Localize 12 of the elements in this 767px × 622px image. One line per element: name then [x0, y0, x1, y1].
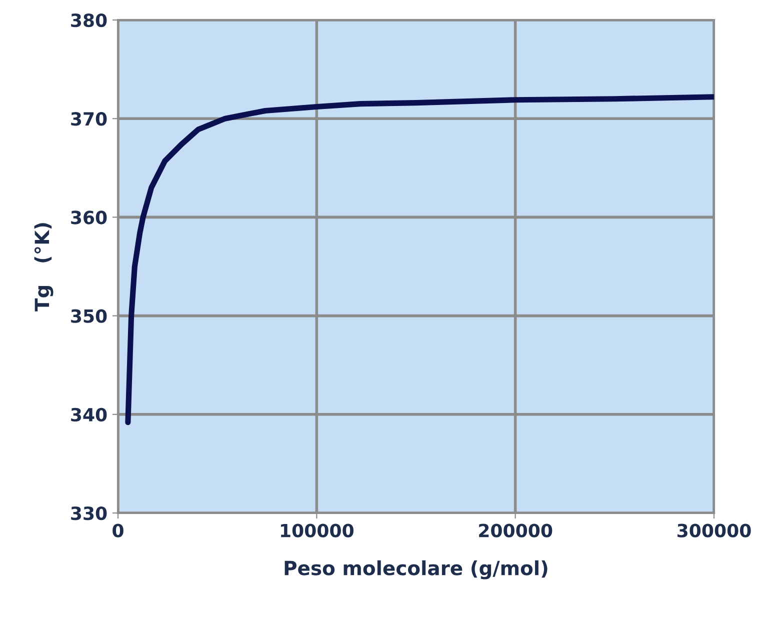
x-tick-label: 300000 — [678, 524, 751, 538]
y-tick-label: 330 — [71, 506, 107, 520]
y-tick-label: 380 — [71, 13, 107, 28]
x-tick-label: 0 — [112, 524, 124, 538]
y-axis-title: Tg (°K) — [34, 223, 54, 312]
y-tick-label: 350 — [71, 309, 107, 323]
y-tick-label: 360 — [71, 210, 107, 224]
x-axis-title: Peso molecolare (g/mol) — [284, 560, 548, 580]
y-tick-label: 370 — [71, 112, 107, 126]
x-tick-label: 100000 — [281, 524, 354, 538]
y-tick-label: 340 — [71, 408, 107, 422]
x-tick-label: 200000 — [479, 524, 552, 538]
